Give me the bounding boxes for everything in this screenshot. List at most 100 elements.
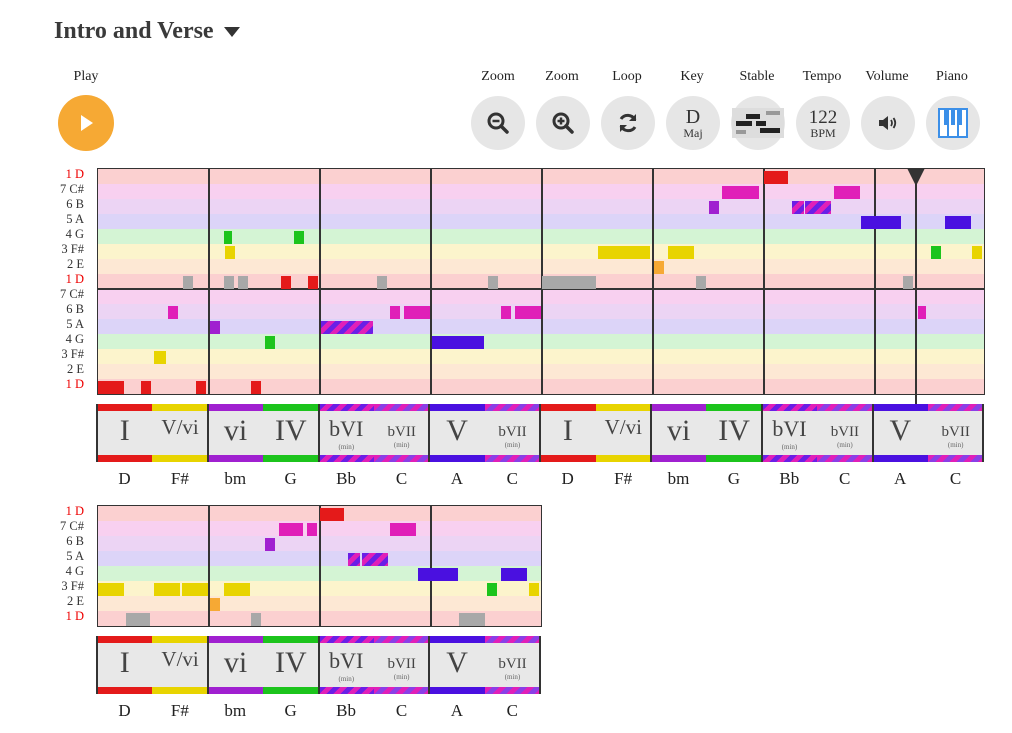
note-block[interactable] (320, 508, 344, 521)
note-block[interactable] (308, 276, 318, 289)
chord-cell[interactable]: V/vi (152, 404, 208, 462)
loop-button[interactable] (601, 96, 655, 150)
chord-cell[interactable]: bVI (min) (761, 404, 818, 462)
note-block[interactable] (542, 276, 596, 289)
chord-cell[interactable]: IV (263, 636, 319, 694)
chord-cell[interactable]: I (97, 636, 153, 694)
chord-cell[interactable]: I (97, 404, 153, 462)
chord-name: C (949, 469, 962, 488)
chord-cell[interactable]: bVII (min) (817, 404, 873, 462)
note-block[interactable] (432, 336, 484, 349)
note-block[interactable] (501, 306, 511, 319)
chord-cell[interactable]: bVII (min) (928, 404, 984, 462)
note-block[interactable] (224, 583, 250, 596)
note-block[interactable] (598, 246, 650, 259)
note-block[interactable] (294, 231, 304, 244)
note-block[interactable] (668, 246, 694, 259)
note-block[interactable] (225, 246, 235, 259)
note-block[interactable] (182, 583, 208, 596)
note-block[interactable] (224, 276, 234, 289)
note-block[interactable] (251, 613, 261, 626)
note-block[interactable] (238, 276, 248, 289)
note-block[interactable] (251, 381, 261, 394)
chord-cell[interactable]: vi (207, 636, 264, 694)
note-block[interactable] (279, 523, 303, 536)
section-title-dropdown[interactable]: Intro and Verse (54, 18, 240, 45)
note-block[interactable] (321, 321, 373, 334)
note-block[interactable] (861, 216, 901, 229)
note-block[interactable] (834, 186, 860, 199)
playhead[interactable] (915, 168, 917, 408)
note-block[interactable] (265, 336, 275, 349)
note-block[interactable] (487, 583, 497, 596)
chord-cell[interactable]: bVII (min) (374, 636, 430, 694)
chord-cell[interactable]: bVI (min) (318, 404, 374, 462)
chord-cell[interactable]: V/vi (152, 636, 208, 694)
play-button[interactable] (58, 95, 114, 151)
note-block[interactable] (529, 583, 539, 596)
note-block[interactable] (654, 261, 664, 274)
note-block[interactable] (931, 246, 941, 259)
note-block[interactable] (918, 306, 926, 319)
zoom-out-button[interactable] (471, 96, 525, 150)
note-block[interactable] (224, 231, 232, 244)
chord-cell[interactable]: vi (651, 404, 707, 462)
note-block[interactable] (210, 598, 220, 611)
piano-roll-top[interactable] (97, 168, 985, 395)
chord-cell[interactable]: V/vi (595, 404, 651, 462)
note-block[interactable] (903, 276, 913, 289)
chord-cell[interactable]: V (429, 404, 485, 462)
note-block[interactable] (459, 613, 485, 626)
note-block[interactable] (488, 276, 498, 289)
note-block[interactable] (972, 246, 982, 259)
note-block[interactable] (792, 201, 804, 214)
note-block[interactable] (696, 276, 706, 289)
note-block[interactable] (805, 201, 831, 214)
note-block[interactable] (418, 568, 458, 581)
note-block[interactable] (377, 276, 387, 289)
note-block[interactable] (281, 276, 291, 289)
chord-cell[interactable]: vi (207, 404, 264, 462)
note-block[interactable] (307, 523, 317, 536)
note-block[interactable] (945, 216, 971, 229)
chord-cell[interactable]: V (429, 636, 485, 694)
note-block[interactable] (404, 306, 430, 319)
piano-roll-bottom[interactable] (97, 505, 542, 627)
zoom-in-button[interactable] (536, 96, 590, 150)
piano-button[interactable] (926, 96, 980, 150)
note-block[interactable] (265, 538, 275, 551)
chord-cell[interactable]: IV (706, 404, 762, 462)
note-block[interactable] (98, 583, 124, 596)
note-block[interactable] (764, 171, 788, 184)
chord-cell[interactable]: V (872, 404, 928, 462)
note-block[interactable] (141, 381, 151, 394)
note-block[interactable] (210, 321, 220, 334)
note-block[interactable] (168, 306, 178, 319)
note-block[interactable] (501, 568, 527, 581)
chord-cell[interactable]: bVII (min) (374, 404, 430, 462)
note-block[interactable] (126, 613, 150, 626)
stable-button[interactable] (731, 96, 785, 150)
note-block[interactable] (98, 381, 124, 394)
chord-cell[interactable]: bVI (min) (318, 636, 374, 694)
note-block[interactable] (749, 186, 759, 199)
note-block[interactable] (390, 523, 416, 536)
note-block[interactable] (362, 553, 388, 566)
volume-button[interactable] (861, 96, 915, 150)
chord-cell[interactable]: I (540, 404, 596, 462)
chord-cell[interactable]: bVII (min) (484, 404, 541, 462)
note-block[interactable] (515, 306, 541, 319)
note-block[interactable] (183, 276, 193, 289)
tempo-button[interactable]: 122 BPM (796, 96, 850, 150)
note-block[interactable] (709, 201, 719, 214)
key-button[interactable]: D Maj (666, 96, 720, 150)
note-block[interactable] (348, 553, 360, 566)
chord-cell[interactable]: bVII (min) (484, 636, 541, 694)
playhead-handle-icon[interactable] (907, 168, 925, 186)
note-block[interactable] (154, 351, 166, 364)
note-block[interactable] (154, 583, 180, 596)
note-block[interactable] (196, 381, 206, 394)
note-block[interactable] (390, 306, 400, 319)
chord-cell[interactable]: IV (263, 404, 319, 462)
note-block[interactable] (722, 186, 749, 199)
